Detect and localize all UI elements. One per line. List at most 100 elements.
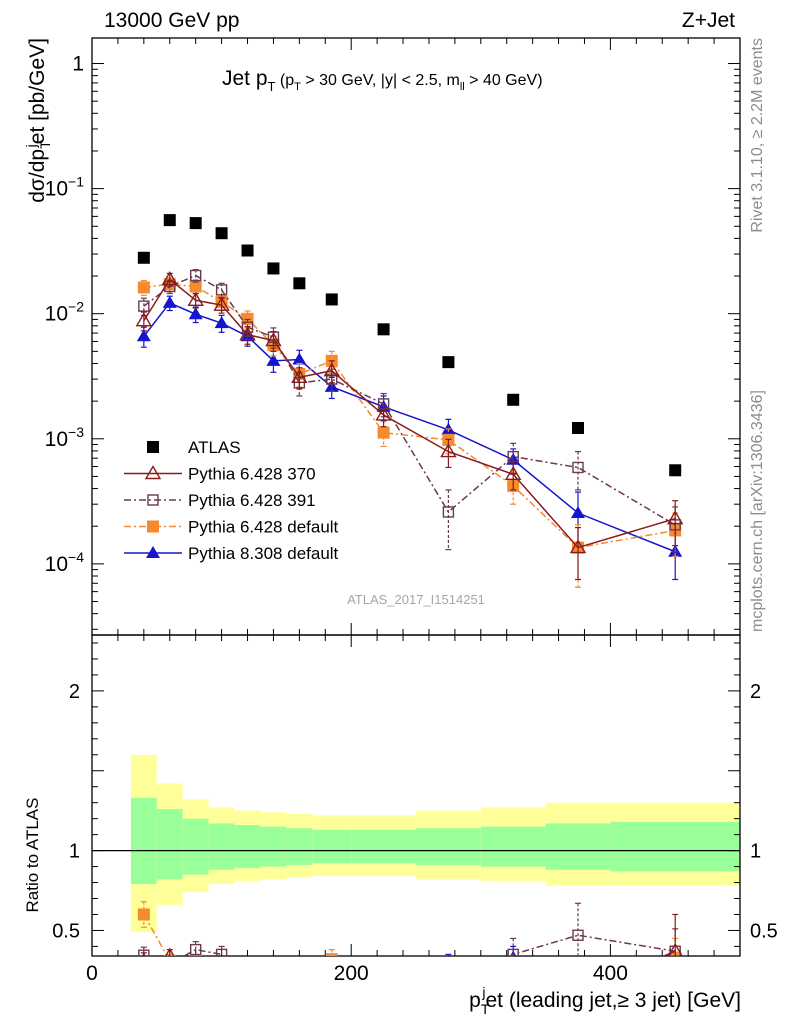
y-axis-label-main: dσ/dpTjet [pb/GeV] — [23, 38, 53, 203]
main-data — [135, 214, 684, 588]
x-tick-label: 200 — [334, 962, 369, 985]
data-point — [213, 296, 230, 311]
data-point — [161, 271, 178, 286]
ratio-bands — [130, 754, 740, 933]
data-point — [189, 973, 203, 985]
data-point — [441, 957, 455, 969]
analysis-watermark: ATLAS_2017_I1514251 — [347, 592, 485, 607]
ratio-data — [137, 901, 683, 1005]
data-point — [292, 975, 306, 987]
data-point — [137, 908, 150, 921]
uncertainty-band-green — [130, 797, 157, 885]
legend-label: ATLAS — [188, 438, 241, 457]
legend-marker — [147, 441, 159, 453]
uncertainty-band-green — [182, 818, 209, 875]
data-point — [507, 972, 519, 984]
legend-item: Pythia 6.428 370 — [124, 465, 316, 484]
data-point — [189, 280, 202, 293]
data-point — [572, 461, 584, 474]
data-point — [323, 362, 340, 377]
data-point — [241, 312, 254, 325]
uncertainty-band-green — [156, 809, 183, 880]
legend-marker — [146, 546, 160, 558]
data-point — [669, 464, 682, 477]
series-pythia-6-428-370 — [135, 271, 684, 581]
data-point — [138, 300, 150, 312]
data-point — [241, 970, 255, 982]
data-point — [241, 244, 254, 257]
data-point — [377, 965, 391, 977]
data-point — [265, 332, 282, 347]
series-pythia-6-428-370 — [140, 913, 683, 987]
data-point — [377, 426, 390, 439]
ratio-y-tick-label-right: 1 — [750, 841, 761, 863]
data-point — [215, 960, 229, 972]
data-point — [138, 949, 150, 956]
data-point — [377, 970, 391, 982]
data-point — [506, 963, 520, 975]
data-point — [189, 943, 202, 956]
data-point — [215, 948, 228, 956]
data-point — [136, 329, 151, 342]
data-point — [267, 966, 279, 978]
ratio-y-tick-label-left: 0.5 — [52, 920, 80, 942]
legend-item: Pythia 6.428 391 — [124, 491, 316, 510]
data-point — [377, 323, 390, 336]
uncertainty-band-green — [610, 821, 740, 872]
uncertainty-band-green — [480, 826, 546, 867]
ratio-y-tick-label-left: 2 — [69, 681, 80, 703]
main-y-tick-labels: 1 10−1 10−2 10−3 10−4 — [45, 53, 85, 576]
uncertainty-band-green — [545, 823, 611, 870]
data-point — [137, 251, 150, 264]
data-point — [442, 356, 455, 369]
data-point — [163, 968, 177, 980]
y-tick-label: 10−4 — [45, 549, 85, 576]
data-point — [571, 970, 585, 982]
data-point — [188, 307, 203, 320]
data-point — [189, 965, 203, 977]
data-point — [243, 967, 253, 977]
legend-marker — [144, 465, 162, 480]
data-point — [189, 269, 202, 282]
data-point — [137, 281, 150, 294]
data-point — [242, 960, 254, 972]
legend-marker — [147, 520, 159, 533]
x-tick-labels: 0 200 400 — [86, 962, 628, 985]
data-point — [293, 974, 305, 986]
x-tick-label: 0 — [86, 962, 98, 985]
data-point — [215, 284, 228, 296]
legend-item: ATLAS — [147, 438, 241, 457]
data-point — [214, 316, 229, 329]
data-point — [375, 406, 392, 421]
legend-label: Pythia 8.308 default — [188, 544, 339, 563]
legend-item: Pythia 8.308 default — [124, 544, 339, 563]
y-tick-label: 10−1 — [45, 174, 85, 201]
data-point — [572, 929, 584, 941]
data-point — [504, 465, 522, 481]
data-point — [325, 953, 338, 956]
uncertainty-band-green — [312, 829, 352, 864]
ratio-y-tick-label-right: 2 — [750, 681, 761, 703]
header-left: 13000 GeV pp — [104, 9, 239, 32]
uncertainty-band-green — [234, 825, 261, 869]
ratio-y-tick-labels: 2 2 1 1 0.5 0.5 — [52, 681, 778, 943]
data-point — [572, 421, 584, 434]
data-point — [293, 277, 306, 290]
data-point — [266, 975, 280, 987]
data-point — [325, 293, 338, 306]
plot-title: Jet pT (pT > 30 GeV, |y| < 2.5, mll > 40… — [222, 67, 543, 94]
x-axis-label: pTjet (leading jet,≥ 3 jet) [GeV] — [469, 984, 741, 1017]
uncertainty-band-green — [260, 826, 287, 867]
mcplots-label: mcplots.cern.ch [arXiv:1306.3436] — [749, 390, 766, 632]
data-point — [443, 995, 453, 1005]
data-point — [165, 959, 175, 969]
data-point — [241, 970, 255, 982]
data-point — [507, 948, 519, 956]
series-atlas — [137, 214, 682, 477]
ratio-y-tick-label-left: 1 — [69, 841, 80, 863]
legend-label: Pythia 6.428 391 — [188, 491, 316, 510]
legend-item: Pythia 6.428 default — [124, 518, 339, 537]
data-point — [216, 960, 228, 972]
data-point — [667, 942, 683, 956]
